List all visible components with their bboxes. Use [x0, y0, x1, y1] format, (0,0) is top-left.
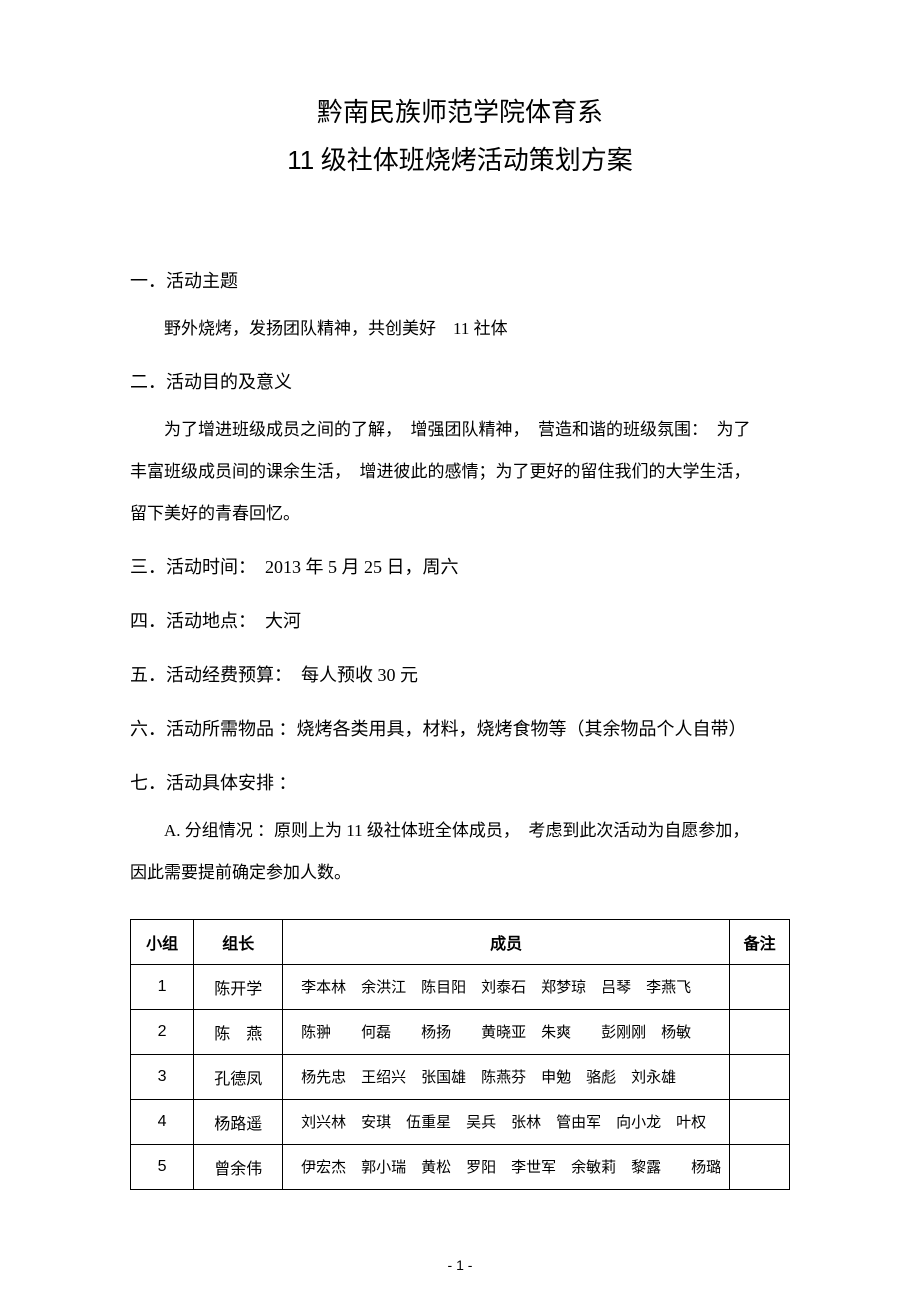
section-7-a2: 因此需要提前确定参加人数。 — [130, 855, 790, 891]
title-line-1: 黔南民族师范学院体育系 — [130, 90, 790, 137]
cell-leader: 孔德凤 — [194, 1054, 283, 1099]
table-row: 5 曾余伟 伊宏杰 郭小瑞 黄松 罗阳 李世军 余敏莉 黎露 杨璐 — [131, 1144, 790, 1189]
cell-members: 陈翀 何磊 杨扬 黄晓亚 朱爽 彭刚刚 杨敏 — [283, 1009, 730, 1054]
section-6-heading: 六．活动所需物品 ：烧烤各类用具，材料，烧烤食物等（其余物品个人自带） — [130, 711, 790, 747]
cell-group: 5 — [131, 1144, 194, 1189]
page-number: - 1 - — [0, 1257, 920, 1273]
section-3-heading: 三．活动时间： 2013 年 5 月 25 日，周六 — [130, 549, 790, 585]
cell-members: 伊宏杰 郭小瑞 黄松 罗阳 李世军 余敏莉 黎露 杨璐 — [283, 1144, 730, 1189]
table-row: 1 陈开学 李本林 余洪江 陈目阳 刘泰石 郑梦琼 吕琴 李燕飞 — [131, 964, 790, 1009]
document-page: 黔南民族师范学院体育系 11 级社体班烧烤活动策划方案 一．活动主题 野外烧烤，… — [0, 0, 920, 1303]
section-4-heading: 四．活动地点： 大河 — [130, 603, 790, 639]
section-2-body-3: 留下美好的青春回忆。 — [130, 496, 790, 532]
section-1-body: 野外烧烤，发扬团队精神，共创美好 11 社体 — [130, 311, 790, 347]
table-row: 2 陈 燕 陈翀 何磊 杨扬 黄晓亚 朱爽 彭刚刚 杨敏 — [131, 1009, 790, 1054]
table-row: 3 孔德凤 杨先忠 王绍兴 张国雄 陈燕芬 申勉 骆彪 刘永雄 — [131, 1054, 790, 1099]
cell-group: 4 — [131, 1099, 194, 1144]
th-note: 备注 — [730, 919, 790, 964]
cell-leader: 曾余伟 — [194, 1144, 283, 1189]
cell-note — [730, 964, 790, 1009]
cell-leader: 杨路遥 — [194, 1099, 283, 1144]
cell-note — [730, 1144, 790, 1189]
title-rest: 级社体班烧烤活动策划方案 — [314, 146, 633, 175]
section-2-body-1: 为了增进班级成员之间的了解， 增强团队精神， 营造和谐的班级氛围： 为了 — [130, 412, 790, 448]
cell-members: 李本林 余洪江 陈目阳 刘泰石 郑梦琼 吕琴 李燕飞 — [283, 964, 730, 1009]
group-table: 小组 组长 成员 备注 1 陈开学 李本林 余洪江 陈目阳 刘泰石 郑梦琼 吕琴… — [130, 919, 790, 1190]
section-2-heading: 二．活动目的及意义 — [130, 364, 790, 400]
th-group: 小组 — [131, 919, 194, 964]
title-number: 11 — [287, 145, 314, 175]
cell-members: 杨先忠 王绍兴 张国雄 陈燕芬 申勉 骆彪 刘永雄 — [283, 1054, 730, 1099]
section-7-heading: 七．活动具体安排 ： — [130, 765, 790, 801]
table-row: 4 杨路遥 刘兴林 安琪 伍重星 吴兵 张林 管由军 向小龙 叶权 — [131, 1099, 790, 1144]
table-header-row: 小组 组长 成员 备注 — [131, 919, 790, 964]
cell-leader: 陈 燕 — [194, 1009, 283, 1054]
th-leader: 组长 — [194, 919, 283, 964]
section-7-a: A. 分组情况 ：原则上为 11 级社体班全体成员， 考虑到此次活动为自愿参加， — [130, 813, 790, 849]
cell-members: 刘兴林 安琪 伍重星 吴兵 张林 管由军 向小龙 叶权 — [283, 1099, 730, 1144]
section-1-heading: 一．活动主题 — [130, 263, 790, 299]
cell-note — [730, 1099, 790, 1144]
section-2-body-2: 丰富班级成员间的课余生活， 增进彼此的感情；为了更好的留住我们的大学生活， — [130, 454, 790, 490]
cell-group: 3 — [131, 1054, 194, 1099]
cell-note — [730, 1009, 790, 1054]
th-members: 成员 — [283, 919, 730, 964]
title-line-2: 11 级社体班烧烤活动策划方案 — [130, 137, 790, 185]
cell-note — [730, 1054, 790, 1099]
cell-leader: 陈开学 — [194, 964, 283, 1009]
spacer — [130, 185, 790, 245]
cell-group: 1 — [131, 964, 194, 1009]
section-5-heading: 五．活动经费预算： 每人预收 30 元 — [130, 657, 790, 693]
cell-group: 2 — [131, 1009, 194, 1054]
